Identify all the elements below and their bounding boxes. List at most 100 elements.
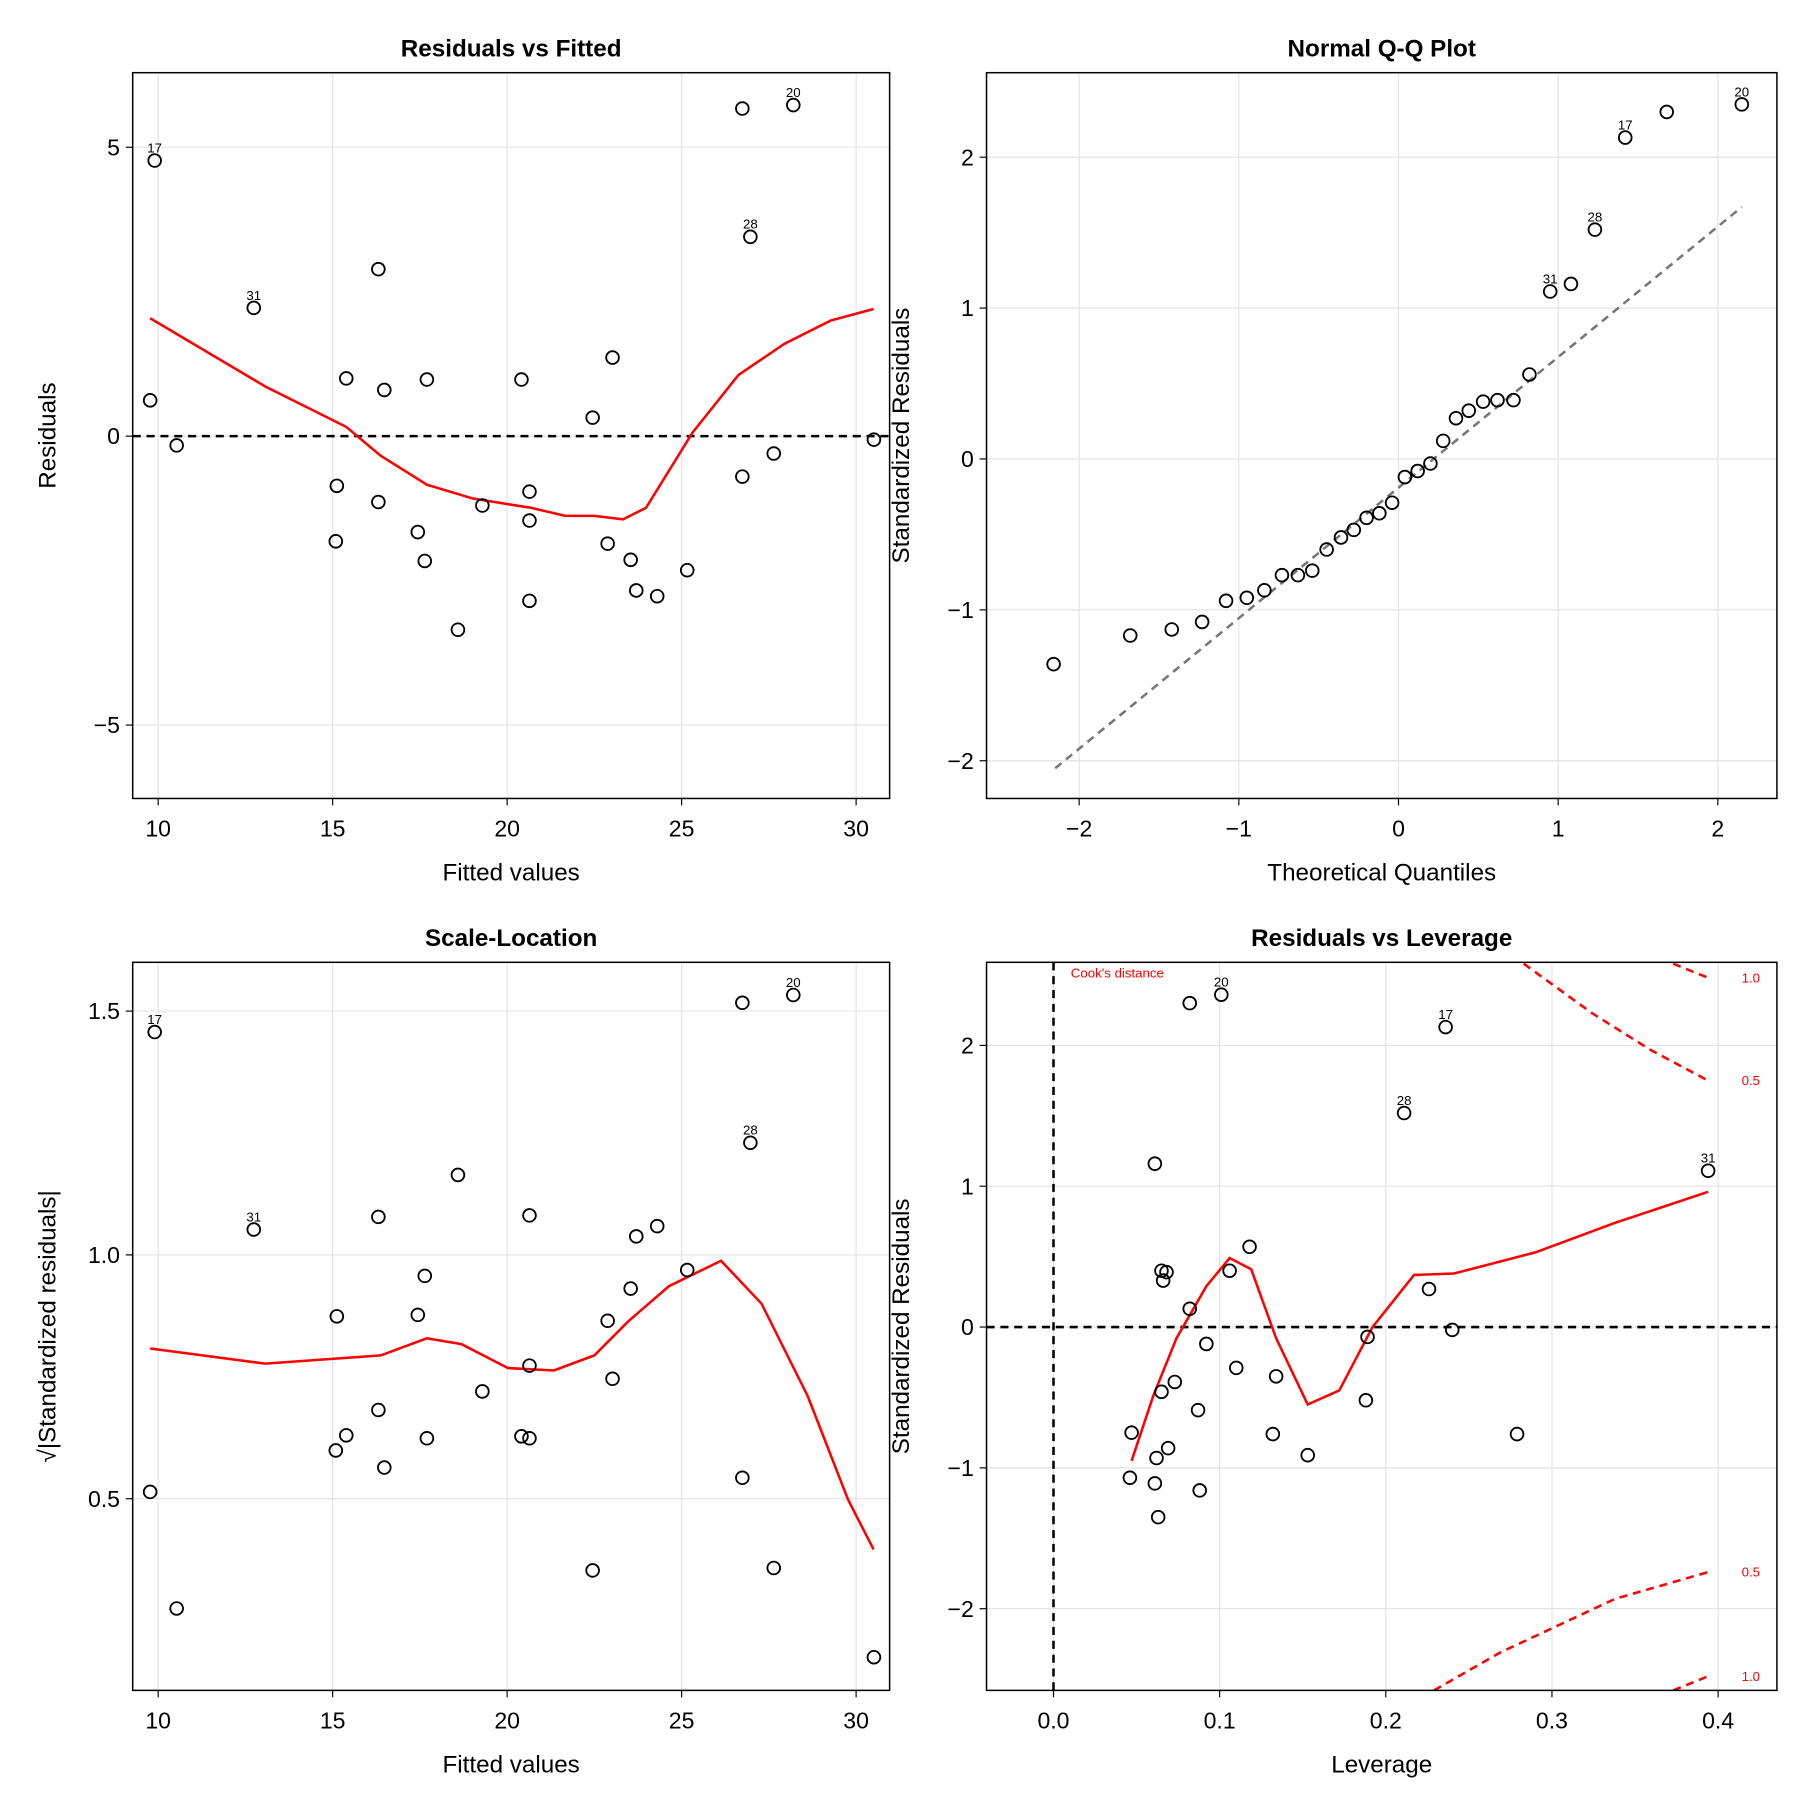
point (1372, 506, 1387, 521)
smooth-line (149, 1259, 875, 1551)
smooth-line (1130, 1190, 1709, 1462)
point (1617, 130, 1633, 145)
point (328, 1443, 344, 1458)
plot-area (132, 307, 890, 521)
point (1239, 590, 1255, 606)
point (1563, 276, 1579, 292)
cooks-curve (1672, 1675, 1709, 1691)
y-tick-label: 0 (961, 446, 974, 472)
point (1421, 1281, 1437, 1297)
y-axis-label: Residuals (34, 382, 61, 488)
point (1290, 567, 1306, 583)
point-label: 28 (1397, 1093, 1412, 1108)
x-tick-label: 25 (669, 1707, 695, 1733)
point (743, 1135, 758, 1151)
point (377, 382, 392, 398)
point (866, 432, 882, 447)
point (1268, 1369, 1284, 1384)
point-label: 20 (1214, 975, 1229, 990)
plot-frame (985, 71, 1778, 800)
plot-frame (985, 961, 1778, 1692)
point (147, 153, 162, 168)
y-axis-label: Standardized Residuals (888, 1198, 915, 1454)
point-label: 28 (1588, 210, 1603, 225)
x-tick-label: 15 (320, 1707, 346, 1733)
point (419, 1430, 435, 1446)
point (522, 484, 537, 499)
point (1199, 1336, 1214, 1352)
point (371, 1209, 386, 1225)
x-tick-label: 0.1 (1204, 1707, 1236, 1733)
point (1265, 1426, 1281, 1442)
chart-title: Residuals vs Fitted (401, 36, 622, 63)
x-tick-label: 15 (320, 816, 346, 842)
point (735, 469, 750, 484)
point (1150, 1509, 1166, 1525)
y-tick-label: 5 (107, 134, 120, 160)
point (1475, 394, 1491, 409)
point (1194, 614, 1210, 630)
x-tick-label: 20 (494, 1707, 520, 1733)
point (766, 1560, 782, 1576)
point (417, 1268, 433, 1284)
point (1444, 1322, 1460, 1338)
smooth-line (149, 307, 874, 521)
cooks-curve (1522, 962, 1709, 1082)
point (628, 583, 644, 598)
point-label: 17 (1618, 117, 1633, 132)
x-tick-label: −2 (1066, 816, 1092, 842)
point (600, 536, 615, 551)
point (142, 1484, 158, 1500)
point (1384, 495, 1400, 510)
point-label: 28 (743, 1123, 758, 1138)
point-label: 17 (147, 1012, 162, 1027)
point (475, 1384, 490, 1399)
x-tick-label: 10 (145, 816, 171, 842)
y-tick-label: 2 (961, 144, 974, 170)
point (1228, 1360, 1244, 1376)
point (1192, 1483, 1207, 1498)
point (1300, 1447, 1315, 1463)
point (522, 1430, 537, 1446)
point (1542, 284, 1558, 299)
point (1509, 1426, 1525, 1442)
x-axis-label: Fitted values (442, 859, 579, 886)
x-tick-label: 0.0 (1037, 1707, 1069, 1733)
y-tick-label: −1 (948, 597, 974, 623)
x-tick-label: 1 (1552, 816, 1565, 842)
point (338, 371, 354, 386)
point (1506, 392, 1521, 408)
point (246, 1222, 262, 1237)
point (522, 593, 537, 609)
point (417, 553, 433, 569)
point (1167, 1374, 1183, 1390)
point-label: 20 (1734, 84, 1749, 99)
point (628, 1229, 644, 1244)
point (1319, 542, 1334, 557)
plot-area (1054, 205, 1743, 770)
x-tick-label: 0.3 (1536, 1707, 1568, 1733)
panel: 0.0 0.1 0.2 0.3 0.4 −2 −1 0 1 2 Cook's distance 1.0… (888, 925, 1778, 1778)
point (1214, 987, 1229, 1002)
cooks-label: 0.5 (1742, 1565, 1760, 1580)
point (1587, 222, 1603, 237)
x-tick-label: 0.4 (1702, 1707, 1734, 1733)
point (649, 588, 665, 604)
point (605, 1371, 620, 1387)
point (475, 498, 490, 513)
point (246, 300, 262, 316)
point (522, 1208, 537, 1223)
point (600, 1313, 615, 1329)
point (371, 261, 386, 277)
cooks-label: 1.0 (1742, 1669, 1760, 1684)
x-tick-label: 30 (843, 816, 869, 842)
y-tick-label: −2 (948, 1596, 974, 1622)
y-tick-label: 1.5 (88, 998, 120, 1024)
point (329, 1309, 345, 1324)
x-tick-label: 0 (1392, 816, 1405, 842)
point (1397, 469, 1413, 485)
y-tick-label: 1.0 (88, 1242, 120, 1268)
point (1122, 1470, 1138, 1486)
